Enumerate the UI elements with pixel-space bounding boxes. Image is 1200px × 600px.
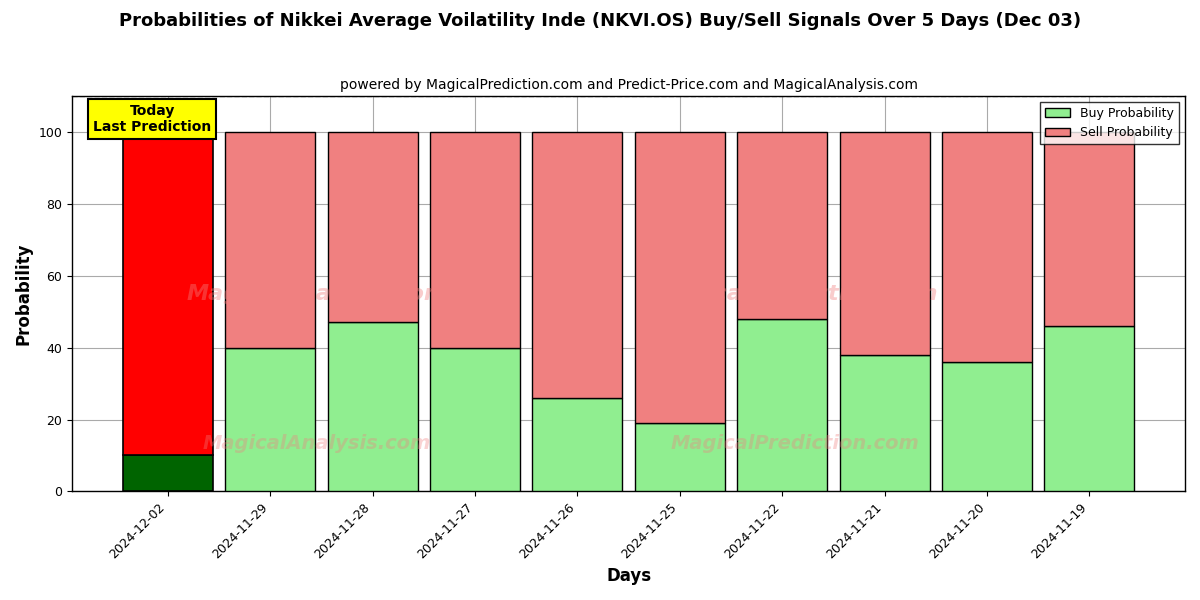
Text: MagicalPrediction.com: MagicalPrediction.com (671, 434, 920, 454)
Bar (430, 132, 520, 347)
Bar (122, 455, 212, 491)
Title: powered by MagicalPrediction.com and Predict-Price.com and MagicalAnalysis.com: powered by MagicalPrediction.com and Pre… (340, 78, 918, 92)
Bar (533, 398, 623, 491)
Bar (840, 355, 930, 491)
Bar (122, 132, 212, 455)
Bar (942, 362, 1032, 491)
Text: MagicalPrediction.com: MagicalPrediction.com (653, 284, 937, 304)
Bar (737, 319, 827, 491)
Bar (942, 132, 1032, 362)
Legend: Buy Probability, Sell Probability: Buy Probability, Sell Probability (1040, 102, 1178, 145)
Text: MagicalAnalysis.com: MagicalAnalysis.com (203, 434, 431, 454)
Bar (840, 132, 930, 355)
Bar (328, 322, 418, 491)
Text: MagicalAnalysis.com: MagicalAnalysis.com (186, 284, 448, 304)
Bar (737, 132, 827, 319)
Text: Probabilities of Nikkei Average Voilatility Inde (NKVI.OS) Buy/Sell Signals Over: Probabilities of Nikkei Average Voilatil… (119, 12, 1081, 30)
Bar (226, 132, 316, 347)
Bar (1044, 326, 1134, 491)
Bar (533, 132, 623, 398)
Bar (226, 347, 316, 491)
X-axis label: Days: Days (606, 567, 652, 585)
Bar (635, 423, 725, 491)
Bar (328, 132, 418, 322)
Text: Today
Last Prediction: Today Last Prediction (94, 104, 211, 134)
Bar (635, 132, 725, 423)
Y-axis label: Probability: Probability (16, 242, 34, 345)
Bar (1044, 132, 1134, 326)
Bar (430, 347, 520, 491)
